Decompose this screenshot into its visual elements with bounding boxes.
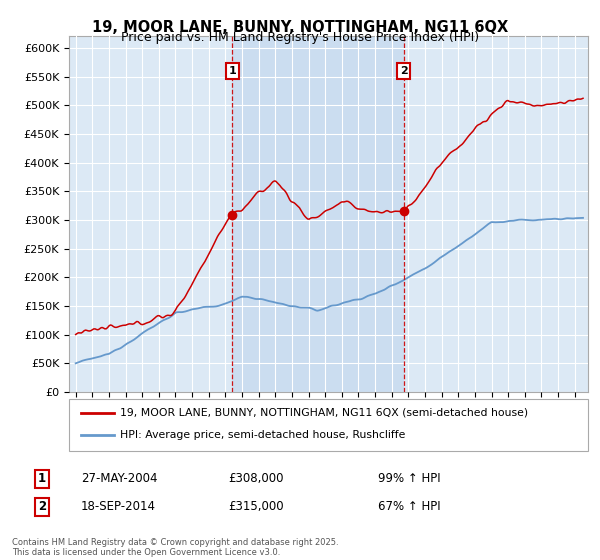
Text: Contains HM Land Registry data © Crown copyright and database right 2025.
This d: Contains HM Land Registry data © Crown c… [12,538,338,557]
Text: 1: 1 [229,66,236,76]
Text: £308,000: £308,000 [228,472,284,486]
Text: 18-SEP-2014: 18-SEP-2014 [81,500,156,514]
Text: Price paid vs. HM Land Registry's House Price Index (HPI): Price paid vs. HM Land Registry's House … [121,31,479,44]
Bar [232,36,404,392]
Text: 1: 1 [38,472,46,486]
Text: 67% ↑ HPI: 67% ↑ HPI [378,500,440,514]
Text: 27-MAY-2004: 27-MAY-2004 [81,472,157,486]
Text: 19, MOOR LANE, BUNNY, NOTTINGHAM, NG11 6QX (semi-detached house): 19, MOOR LANE, BUNNY, NOTTINGHAM, NG11 6… [120,408,528,418]
Text: HPI: Average price, semi-detached house, Rushcliffe: HPI: Average price, semi-detached house,… [120,430,406,440]
Text: 2: 2 [400,66,407,76]
Text: 2: 2 [38,500,46,514]
Text: 19, MOOR LANE, BUNNY, NOTTINGHAM, NG11 6QX: 19, MOOR LANE, BUNNY, NOTTINGHAM, NG11 6… [92,20,508,35]
Text: £315,000: £315,000 [228,500,284,514]
Text: 99% ↑ HPI: 99% ↑ HPI [378,472,440,486]
